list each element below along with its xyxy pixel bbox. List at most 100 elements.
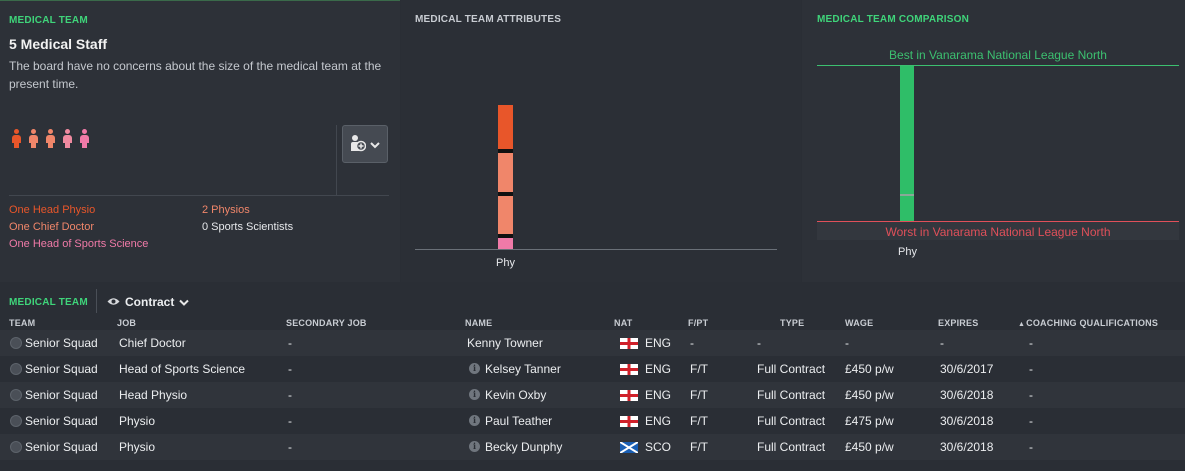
job-cell: Head Physio xyxy=(119,388,188,402)
staff-member-icon xyxy=(46,129,55,149)
wage-cell: - xyxy=(845,336,849,350)
england-flag-icon xyxy=(620,416,638,427)
best-in-league-label: Best in Vanarama National League North xyxy=(889,48,1107,62)
qualifications-cell: - xyxy=(1029,388,1033,402)
bar-segment-head-physio xyxy=(498,105,513,149)
squad-badge-icon xyxy=(10,415,22,427)
comparison-title: MEDICAL TEAM COMPARISON xyxy=(817,14,970,25)
table-row[interactable]: Senior Squad Physio - Becky Dunphy SCO F/T Ful… xyxy=(0,434,1185,460)
fpt-cell: F/T xyxy=(690,440,708,454)
expires-cell: 30/6/2018 xyxy=(940,414,994,428)
team-cell: Senior Squad xyxy=(25,388,98,402)
column-header[interactable]: ▲COACHING QUALIFICATIONS xyxy=(1018,318,1158,328)
worst-in-league-label: Worst in Vanarama National League North xyxy=(885,225,1111,239)
column-header[interactable]: WAGE xyxy=(845,318,874,328)
table-row[interactable]: Senior Squad Head Physio - Kevin Oxby ENG F/T… xyxy=(0,382,1185,408)
column-header[interactable]: TYPE xyxy=(780,318,805,328)
table-row[interactable]: Senior Squad Head of Sports Science - Kelse… xyxy=(0,356,1185,382)
column-header[interactable]: NAT xyxy=(614,318,633,328)
bar-segment-physio xyxy=(498,153,513,192)
column-header[interactable]: EXPIRES xyxy=(938,318,979,328)
best-in-league-line xyxy=(817,65,1179,66)
role-summary-item: One Head of Sports Science xyxy=(9,238,149,250)
staff-options-dropdown[interactable] xyxy=(342,125,388,163)
medical-team-comparison-panel: MEDICAL TEAM COMPARISON Best in Vanarama… xyxy=(802,0,1185,282)
column-header[interactable]: SECONDARY JOB xyxy=(286,318,367,328)
sort-ascending-icon: ▲ xyxy=(1018,321,1026,328)
expires-cell: 30/6/2017 xyxy=(940,362,994,376)
team-cell: Senior Squad xyxy=(25,336,98,350)
divider xyxy=(9,195,389,196)
wage-cell: £475 p/w xyxy=(845,414,894,428)
bar-separator xyxy=(498,149,513,153)
squad-badge-icon xyxy=(10,441,22,453)
job-cell: Physio xyxy=(119,440,156,454)
nationality-cell: ENG xyxy=(645,388,672,402)
attributes-title: MEDICAL TEAM ATTRIBUTES xyxy=(415,14,562,25)
staff-member-icon xyxy=(29,129,38,149)
fpt-cell: F/T xyxy=(690,388,708,402)
info-icon[interactable]: i xyxy=(469,415,480,426)
role-summary-item: One Chief Doctor xyxy=(9,221,94,233)
staff-member-icon xyxy=(63,129,72,149)
squad-badge-icon xyxy=(10,337,22,349)
bar-separator xyxy=(498,192,513,196)
staff-list-title: MEDICAL TEAM xyxy=(9,297,88,308)
column-header-label: COACHING QUALIFICATIONS xyxy=(1026,318,1159,328)
view-selector-label: Contract xyxy=(125,295,175,309)
board-comment: The board have no concerns about the siz… xyxy=(9,59,382,91)
view-selector-dropdown[interactable]: Contract xyxy=(107,295,190,309)
wage-cell: £450 p/w xyxy=(845,362,894,376)
role-summary-item: One Head Physio xyxy=(9,204,96,216)
england-flag-icon xyxy=(620,338,638,349)
name-cell[interactable]: Paul Teather xyxy=(485,414,553,428)
league-average-marker xyxy=(900,194,914,196)
nationality-cell: ENG xyxy=(645,362,672,376)
column-header[interactable]: TEAM xyxy=(9,318,36,328)
name-cell[interactable]: Kevin Oxby xyxy=(485,388,547,402)
job-cell: Head of Sports Science xyxy=(119,362,246,376)
worst-label-band xyxy=(817,222,1179,240)
expires-cell: 30/6/2018 xyxy=(940,388,994,402)
job-cell: Chief Doctor xyxy=(119,336,186,350)
fpt-cell: - xyxy=(690,336,694,350)
worst-in-league-line xyxy=(817,221,1179,222)
nationality-cell: ENG xyxy=(645,336,672,350)
chevron-down-icon xyxy=(179,295,190,309)
info-icon[interactable]: i xyxy=(469,363,480,374)
name-cell[interactable]: Becky Dunphy xyxy=(485,440,563,454)
x-axis-label: Phy xyxy=(898,246,917,258)
column-header[interactable]: F/PT xyxy=(688,318,709,328)
column-header[interactable]: NAME xyxy=(465,318,493,328)
england-flag-icon xyxy=(620,364,638,375)
secondary-job-cell: - xyxy=(288,336,292,350)
info-icon[interactable]: i xyxy=(469,389,480,400)
name-cell[interactable]: Kenny Towner xyxy=(467,336,543,350)
wage-cell: £450 p/w xyxy=(845,440,894,454)
fpt-cell: F/T xyxy=(690,414,708,428)
medical-team-title: MEDICAL TEAM xyxy=(9,15,88,26)
england-flag-icon xyxy=(620,390,638,401)
contract-type-cell: Full Contract xyxy=(757,362,826,376)
table-row[interactable]: Senior Squad Chief Doctor - Kenny Towner ENG… xyxy=(0,330,1185,356)
contract-type-cell: Full Contract xyxy=(757,414,826,428)
contract-type-cell: Full Contract xyxy=(757,440,826,454)
wage-cell: £450 p/w xyxy=(845,388,894,402)
staff-list-toolbar: MEDICAL TEAM Contract xyxy=(0,288,1185,316)
info-icon[interactable]: i xyxy=(469,441,480,452)
secondary-job-cell: - xyxy=(288,414,292,428)
bar-segment-sports-science xyxy=(498,238,513,249)
bar-separator xyxy=(498,234,513,238)
fpt-cell: F/T xyxy=(690,362,708,376)
table-row[interactable]: Senior Squad Physio - Paul Teather ENG F/T Ful… xyxy=(0,408,1185,434)
expires-cell: - xyxy=(940,336,944,350)
team-cell: Senior Squad xyxy=(25,440,98,454)
secondary-job-cell: - xyxy=(288,440,292,454)
column-header[interactable]: JOB xyxy=(117,318,137,328)
team-cell: Senior Squad xyxy=(25,414,98,428)
comparison-bar xyxy=(900,66,914,221)
name-cell[interactable]: Kelsey Tanner xyxy=(485,362,561,376)
medical-staff-icon xyxy=(350,134,367,155)
qualifications-cell: - xyxy=(1029,414,1033,428)
chevron-down-icon xyxy=(370,136,380,152)
